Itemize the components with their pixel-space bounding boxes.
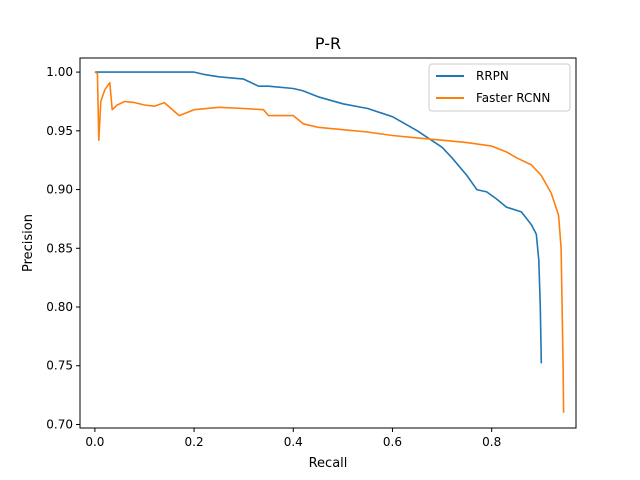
chart-title: P-R: [315, 34, 341, 53]
y-tick-label: 0.80: [46, 300, 73, 314]
series-line-1: [94, 71, 565, 413]
legend: RRPN Faster RCNN: [428, 63, 571, 112]
series-line-0: [94, 71, 543, 364]
x-tick-label: 0.6: [383, 435, 402, 449]
legend-label: RRPN: [476, 69, 509, 83]
x-tick-label: 0.8: [482, 435, 501, 449]
y-tick-label: 1.00: [46, 65, 73, 79]
x-tick-label: 0.2: [185, 435, 204, 449]
y-tick-label: 0.95: [46, 124, 73, 138]
legend-label: Faster RCNN: [476, 91, 550, 105]
y-tick-label: 0.70: [46, 417, 73, 431]
y-tick-label: 0.90: [46, 183, 73, 197]
y-tick-label: 0.85: [46, 241, 73, 255]
x-axis-ticks: 0.0 0.2 0.4 0.6 0.8: [85, 428, 501, 449]
y-axis-ticks: 0.70 0.75 0.80 0.85 0.90 0.95 1.00: [46, 65, 80, 431]
x-axis-label: Recall: [309, 456, 348, 471]
y-axis-label: Precision: [21, 214, 36, 272]
x-tick-label: 0.0: [85, 435, 104, 449]
legend-box: [428, 63, 571, 112]
y-tick-label: 0.75: [46, 359, 73, 373]
plot-frame: [79, 57, 577, 429]
x-tick-label: 0.4: [284, 435, 303, 449]
plot-lines: [94, 71, 565, 413]
